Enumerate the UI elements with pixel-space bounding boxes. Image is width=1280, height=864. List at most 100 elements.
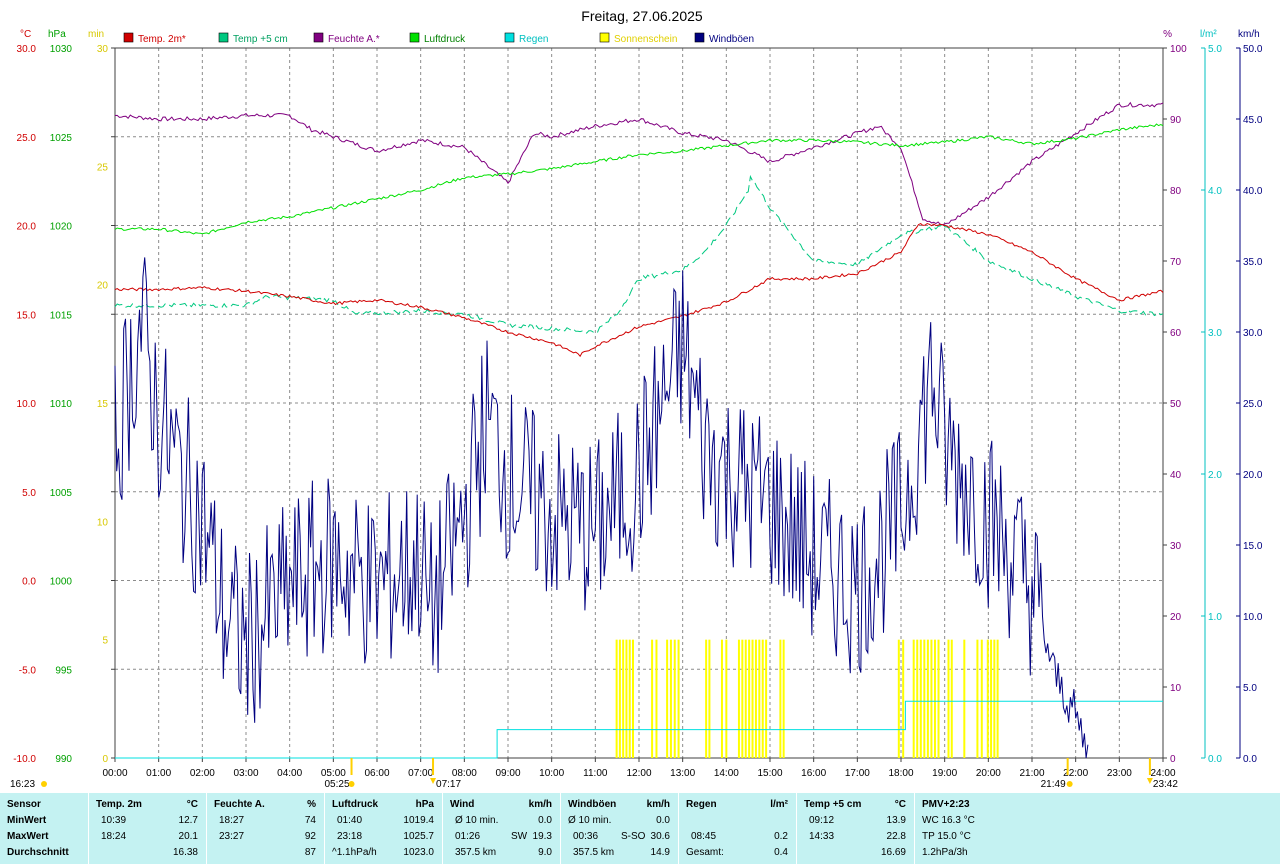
label-sensor: Sensor <box>7 799 41 810</box>
series-line-windb-en <box>114 257 1089 759</box>
series-line-luftdruck <box>114 123 1164 235</box>
press-unit: hPa <box>415 799 434 810</box>
x-tick-label: 19:00 <box>932 768 957 779</box>
press-min-time: 01:40 <box>337 815 363 826</box>
sunshine-bar <box>751 639 754 758</box>
sun-tick-label: 30 <box>97 44 109 55</box>
rain-tick-label: 5.0 <box>1208 44 1222 55</box>
legend-label: Feuchte A.* <box>328 34 380 45</box>
humid-unit: % <box>307 799 316 810</box>
x-tick-label: 09:00 <box>495 768 520 779</box>
x-tick-label: 03:00 <box>233 768 258 779</box>
legend-label: Luftdruck <box>424 34 466 45</box>
wind-avg: 9.0 <box>538 847 552 858</box>
wind-min-label: Ø 10 min. <box>455 815 499 826</box>
sunshine-bar <box>897 639 900 758</box>
sunshine-bar <box>902 639 905 758</box>
sunshine-bar <box>754 639 757 758</box>
sun-icon <box>41 781 47 787</box>
chart-title: Freitag, 27.06.2025 <box>581 8 703 24</box>
gust-min-value: 0.0 <box>656 815 670 826</box>
temp5-min-value: 13.9 <box>886 815 906 826</box>
x-tick-label: 17:00 <box>845 768 870 779</box>
x-tick-label: 10:00 <box>539 768 564 779</box>
label-avg: Durchschnitt <box>7 847 69 858</box>
series-line-feuchte-a <box>114 101 1164 226</box>
statistics-table: Sensor MinWert MaxWert Durchschnitt Temp… <box>0 793 1280 864</box>
press-tick-label: 1000 <box>50 577 73 588</box>
sunshine-bar <box>912 639 915 758</box>
humid-tick-label: 90 <box>1170 115 1182 126</box>
temp2m-unit: °C <box>186 799 198 810</box>
sunshine-bar <box>741 639 744 758</box>
wind-distance: 357.5 km <box>455 847 497 858</box>
sunshine-bar <box>765 639 768 758</box>
legend-swatch <box>694 32 705 43</box>
humid-tick-label: 0 <box>1170 754 1176 765</box>
wind-tick-label: 35.0 <box>1243 257 1263 268</box>
pmv-line3: 1.2hPa/3h <box>922 847 968 858</box>
sunshine-bar <box>923 639 926 758</box>
sunshine-bar <box>705 639 708 758</box>
x-tick-label: 23:00 <box>1107 768 1132 779</box>
legend-label: Temp +5 cm <box>233 34 288 45</box>
humid-tick-label: 40 <box>1170 470 1182 481</box>
time-mark-bottom-right-2: 23:42 <box>1153 779 1178 790</box>
legend-swatch <box>123 32 134 43</box>
temp5-min-time: 09:12 <box>809 815 835 826</box>
rain-tick-label: 2.0 <box>1208 470 1222 481</box>
sunshine-bar <box>779 639 782 758</box>
rain-max-value: 0.2 <box>774 831 788 842</box>
temp-tick-label: -5.0 <box>19 665 37 676</box>
wind-tick-label: 15.0 <box>1243 541 1263 552</box>
x-tick-label: 01:00 <box>146 768 171 779</box>
temp-tick-label: 20.0 <box>17 222 37 233</box>
temp2m-min-time: 10:39 <box>101 815 127 826</box>
sunshine-bar <box>651 639 654 758</box>
temp2m-max-time: 18:24 <box>101 831 127 842</box>
humid-axis-unit: % <box>1163 29 1172 40</box>
press-max-value: 1025.7 <box>403 831 434 842</box>
sunshine-bar <box>919 639 922 758</box>
humid-tick-label: 80 <box>1170 186 1182 197</box>
humid-title: Feuchte A. <box>214 799 265 810</box>
legend-swatch <box>599 32 610 43</box>
sunshine-bar <box>986 639 989 758</box>
wind-tick-label: 0.0 <box>1243 754 1257 765</box>
time-mark-bottom-right-1: 21:49 <box>1041 779 1066 790</box>
rain-total: 0.4 <box>774 847 788 858</box>
rain-unit: l/m² <box>770 799 788 810</box>
press-tick-label: 1010 <box>50 399 73 410</box>
temp-tick-label: 30.0 <box>17 44 37 55</box>
legend-swatch <box>504 32 515 43</box>
weather-chart: Freitag, 27.06.2025 °C hPa min 30.0 25.0 20.0… <box>10 8 1263 790</box>
legend-swatch <box>409 32 420 43</box>
x-tick-label: 00:00 <box>102 768 127 779</box>
pmv-title: PMV+2:23 <box>922 799 970 810</box>
stats-humidity: Feuchte A.% 18:27 74 23:27 92 87 <box>206 793 324 864</box>
temp2m-min-value: 12.7 <box>178 815 198 826</box>
humid-tick-label: 30 <box>1170 541 1182 552</box>
gust-distance: 357.5 km <box>573 847 615 858</box>
press-tick-label: 1020 <box>50 222 73 233</box>
label-min: MinWert <box>7 815 47 826</box>
sun-tick-label: 10 <box>97 517 109 528</box>
left-axes: °C hPa min 30.0 25.0 20.0 15.0 10.0 5.0 0.0 -5.0 -1… <box>13 29 115 765</box>
sunshine-bar <box>622 639 625 758</box>
wind-min-value: 0.0 <box>538 815 552 826</box>
sunshine-bar <box>758 639 761 758</box>
temp5-max-value: 22.8 <box>886 831 906 842</box>
temp-axis-unit: °C <box>20 29 31 40</box>
humid-min-value: 74 <box>304 815 316 826</box>
humid-tick-label: 60 <box>1170 328 1182 339</box>
press-min-value: 1019.4 <box>403 815 434 826</box>
x-tick-label: 20:00 <box>976 768 1001 779</box>
sunshine-bar <box>669 639 672 758</box>
wind-tick-label: 45.0 <box>1243 115 1263 126</box>
sunshine-bar <box>618 639 621 758</box>
sunshine-bar <box>708 639 711 758</box>
sun-tick-label: 20 <box>97 281 109 292</box>
press-title: Luftdruck <box>332 799 379 810</box>
x-tick-label: 04:00 <box>277 768 302 779</box>
wind-tick-label: 30.0 <box>1243 328 1263 339</box>
